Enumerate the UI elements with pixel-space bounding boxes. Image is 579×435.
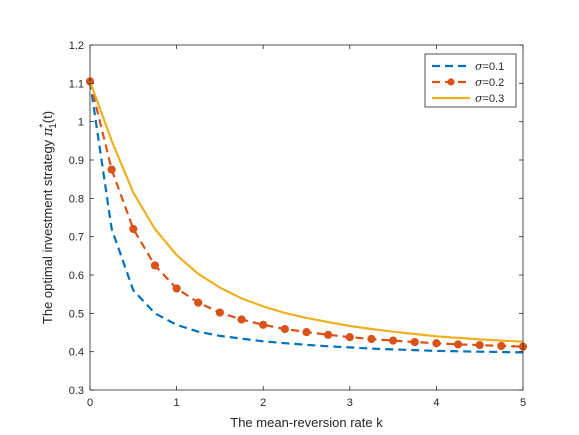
x-axis-label: The mean-reversion rate k (230, 415, 383, 430)
series-point (389, 336, 398, 345)
y-axis-label-suffix: (t) (40, 111, 55, 123)
x-tick-label: 5 (520, 397, 526, 409)
axis-ticks: 0 1 2 3 4 5 0.3 0.4 0.5 0.6 0.7 0.8 0.9 1 1.1 1.2 (69, 40, 526, 409)
series-point (129, 224, 138, 234)
y-axis-label-sub: 1 (48, 123, 59, 129)
series-line-sigma-0-3 (88, 81, 524, 343)
axes-box (89, 44, 524, 391)
series-point (237, 315, 246, 324)
series-point (259, 320, 268, 329)
y-tick-label: 0.4 (69, 347, 84, 359)
series-line-sigma-0-2 (88, 81, 524, 348)
legend-sigma: σ (475, 92, 483, 105)
y-tick-label: 0.5 (69, 308, 84, 320)
y-tick-label: 0.9 (69, 155, 84, 167)
x-tick-label: 2 (260, 397, 266, 409)
y-tick-label: 1 (78, 117, 84, 129)
x-tick-label: 4 (433, 397, 439, 409)
legend-label: σ=0.2 (475, 76, 504, 89)
series-point (432, 339, 441, 348)
y-tick-label: 1.1 (69, 78, 84, 90)
y-tick-label: 1.2 (69, 40, 84, 52)
series-point (280, 324, 289, 334)
series-point (302, 328, 311, 337)
series-point (345, 333, 354, 342)
legend-value: =0.1 (483, 61, 505, 73)
y-tick-label: 0.8 (69, 193, 84, 205)
series-point (172, 284, 181, 293)
y-axis-label-text: The optimal investment strategy (40, 136, 55, 324)
series-point (324, 330, 333, 339)
legend-label: σ=0.3 (475, 92, 504, 105)
legend-sigma: σ (475, 76, 483, 89)
series-point (194, 298, 203, 307)
series-point (367, 334, 376, 344)
x-tick-label: 1 (174, 397, 180, 409)
x-tick-label: 0 (87, 397, 93, 409)
y-axis-label-pi: π (41, 127, 56, 137)
series-point (107, 165, 116, 174)
y-tick-label: 0.3 (69, 385, 84, 397)
legend-value: =0.3 (483, 93, 505, 105)
legend-marker (447, 78, 455, 86)
y-tick-label: 0.6 (69, 270, 84, 282)
series-point (497, 341, 506, 351)
y-axis-label-sup: * (38, 124, 49, 128)
series-point (410, 337, 419, 347)
legend-value: =0.2 (483, 77, 505, 89)
series-point (475, 341, 484, 350)
series-point (150, 261, 160, 270)
legend-sigma: σ (475, 60, 483, 73)
y-tick-label: 0.7 (69, 232, 84, 244)
series-point (215, 308, 224, 317)
series-line-sigma-0-1 (88, 81, 524, 354)
series-point (453, 340, 463, 349)
legend-label: σ=0.1 (475, 60, 504, 73)
legend: σ=0.1σ=0.2σ=0.3 (424, 53, 517, 108)
plot-area (85, 77, 528, 354)
y-axis-label: The optimal investment strategy π*1(t) (38, 111, 59, 324)
x-tick-label: 3 (347, 397, 353, 409)
